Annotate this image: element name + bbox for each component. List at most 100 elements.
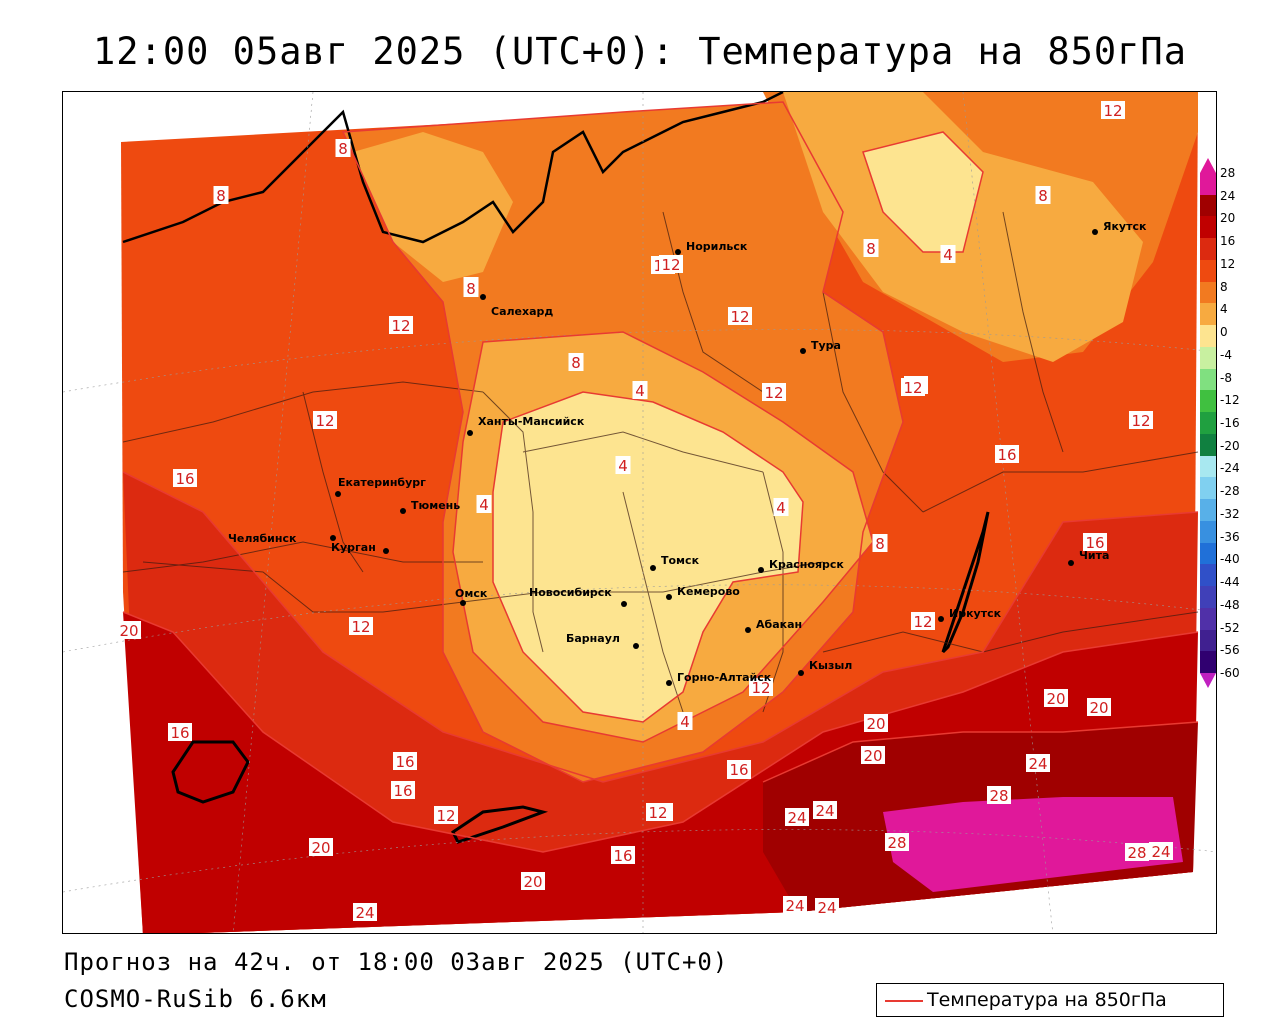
scale-label: -56 (1220, 643, 1240, 658)
city-label: Омск (455, 587, 488, 600)
city-dot (1068, 560, 1074, 566)
city-label: Томск (661, 554, 700, 567)
scale-swatch (1200, 194, 1216, 217)
city-19: Чита (1068, 549, 1109, 566)
isotherm-label: 20 (861, 746, 885, 765)
scale-swatch (1200, 325, 1216, 348)
temperature-field-0-4 (493, 392, 803, 722)
isotherm-label: 12 (728, 307, 752, 326)
svg-text:16: 16 (1085, 534, 1104, 552)
scale-label: -44 (1220, 575, 1240, 590)
isotherm-label: 16 (173, 469, 197, 488)
city-label: Иркутск (949, 607, 1002, 620)
city-9: Омск (455, 587, 488, 606)
svg-text:12: 12 (903, 379, 922, 397)
city-dot (1092, 229, 1098, 235)
scale-label: 0 (1220, 325, 1228, 340)
isotherm-label: 16 (611, 846, 635, 865)
city-7: Челябинск (228, 532, 336, 545)
city-dot (758, 567, 764, 573)
region-borders (122, 211, 1199, 713)
legend-label: Температура на 850гПа (927, 989, 1167, 1011)
city-dot (383, 548, 389, 554)
isotherm-label: 12 (646, 803, 670, 822)
isotherm-label: 16 (393, 752, 417, 771)
svg-text:24: 24 (1028, 755, 1047, 773)
city-label: Красноярск (769, 558, 844, 571)
svg-text:20: 20 (866, 715, 885, 733)
city-18: Иркутск (938, 607, 1002, 622)
svg-text:12: 12 (751, 679, 770, 697)
svg-text:12: 12 (661, 256, 680, 274)
city-13: Красноярск (758, 558, 844, 573)
color-scale (1200, 158, 1216, 688)
scale-swatch (1200, 499, 1216, 522)
svg-text:8: 8 (571, 354, 581, 372)
city-label: Чита (1079, 549, 1109, 562)
scale-label: -60 (1220, 666, 1240, 680)
svg-text:16: 16 (729, 761, 748, 779)
scale-swatch (1200, 520, 1216, 544)
isotherm-label: 12 (1129, 411, 1153, 430)
scale-label: -40 (1220, 552, 1240, 567)
isotherm-label: 4 (615, 456, 631, 475)
scale-label: 8 (1220, 279, 1228, 294)
scale-label: -36 (1220, 529, 1240, 544)
city-label: Екатеринбург (338, 476, 426, 489)
svg-text:12: 12 (648, 804, 667, 822)
scale-swatch (1200, 433, 1216, 457)
scale-label: 20 (1220, 211, 1236, 226)
city-12: Кемерово (666, 585, 740, 600)
svg-text:12: 12 (436, 807, 455, 825)
city-dot (335, 491, 341, 497)
isotherm-label: 16 (391, 781, 415, 800)
svg-text:16: 16 (393, 782, 412, 800)
city-label: Тюмень (411, 499, 460, 512)
temperature-field-28-plus (883, 797, 1183, 892)
isotherm-label: 24 (783, 896, 807, 915)
city-dot (330, 535, 336, 541)
svg-text:20: 20 (1089, 699, 1108, 717)
scale-label: 4 (1220, 302, 1228, 317)
svg-text:20: 20 (523, 873, 542, 891)
scale-swatch (1200, 368, 1216, 391)
scale-top-arrow (1200, 158, 1216, 173)
graticule (63, 92, 1216, 933)
isotherm-label: 8 (213, 186, 229, 205)
isotherm-label: 20 (1087, 698, 1111, 717)
svg-text:16: 16 (395, 753, 414, 771)
city-label: Абакан (756, 618, 802, 631)
city-label: Якутск (1103, 220, 1147, 233)
city-5: Екатеринбург (335, 476, 426, 497)
svg-text:16: 16 (170, 724, 189, 742)
isotherm-label: 24 (813, 801, 837, 820)
scale-swatch (1200, 651, 1216, 674)
aral-sea (171, 740, 250, 804)
forecast-info: Прогноз на 42ч. от 18:00 03авг 2025 (UTC… (64, 948, 729, 976)
svg-text:20: 20 (119, 622, 138, 640)
scale-swatch (1200, 412, 1216, 435)
isotherm-label: 16 (995, 445, 1019, 464)
balkhash-lake (451, 805, 549, 844)
scale-label: -32 (1220, 506, 1240, 521)
svg-text:16: 16 (175, 470, 194, 488)
svg-text:12: 12 (351, 618, 370, 636)
svg-text:24: 24 (1151, 843, 1170, 861)
isotherm-label: 12 (434, 806, 458, 825)
temperature-field-4-8-arctic (353, 132, 513, 282)
city-label: Новосибирск (529, 586, 612, 599)
scale-swatch (1200, 477, 1216, 500)
city-16: Горно-Алтайск (666, 671, 772, 686)
svg-text:24: 24 (817, 899, 836, 917)
city-label: Норильск (686, 240, 748, 253)
scale-label: 28 (1220, 166, 1236, 180)
scale-swatch (1200, 346, 1216, 370)
svg-text:8: 8 (866, 240, 876, 258)
city-6: Тюмень (400, 499, 460, 514)
scale-swatch (1200, 607, 1216, 631)
scale-label: -8 (1220, 370, 1232, 385)
isotherm-contours (122, 101, 1199, 853)
scale-swatch (1200, 542, 1216, 565)
city-dot (650, 565, 656, 571)
isotherm-label: 8 (335, 139, 351, 158)
